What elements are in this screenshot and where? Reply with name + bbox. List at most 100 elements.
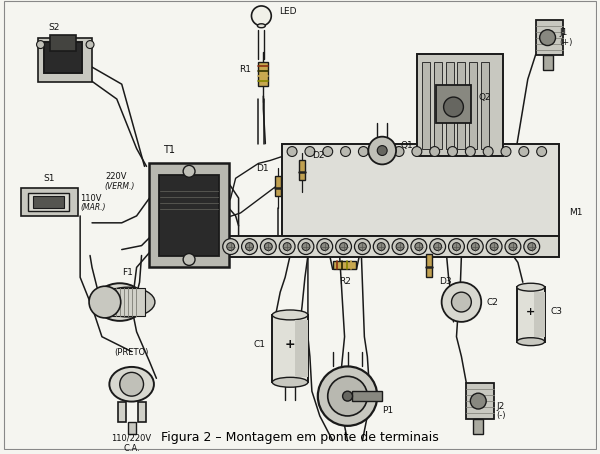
Circle shape: [430, 147, 440, 157]
Bar: [469, 62, 477, 148]
Circle shape: [415, 242, 423, 251]
Circle shape: [396, 242, 404, 251]
Circle shape: [467, 239, 483, 255]
Text: C2: C2: [486, 297, 498, 306]
Text: +: +: [526, 307, 535, 317]
Circle shape: [539, 30, 556, 45]
Bar: [457, 62, 466, 148]
Bar: [446, 62, 454, 148]
Bar: [259, 62, 268, 86]
Circle shape: [412, 147, 422, 157]
Circle shape: [470, 393, 486, 409]
Text: Q1: Q1: [400, 141, 413, 150]
Circle shape: [89, 286, 121, 318]
Circle shape: [355, 239, 370, 255]
Circle shape: [430, 239, 446, 255]
Ellipse shape: [272, 377, 308, 387]
Text: S2: S2: [49, 23, 60, 32]
Circle shape: [279, 239, 295, 255]
Circle shape: [86, 40, 94, 49]
Circle shape: [298, 239, 314, 255]
Text: R2: R2: [338, 277, 350, 286]
Bar: [473, 419, 483, 434]
Bar: [542, 55, 553, 70]
Bar: [422, 62, 430, 148]
Text: (+): (+): [559, 38, 573, 47]
Circle shape: [524, 239, 539, 255]
Bar: [282, 143, 559, 236]
Bar: [534, 292, 545, 337]
Bar: [295, 320, 308, 377]
Text: LED: LED: [279, 7, 297, 16]
Circle shape: [443, 97, 463, 117]
Text: P1: P1: [382, 406, 394, 415]
Ellipse shape: [517, 283, 545, 291]
Text: T1: T1: [163, 145, 175, 155]
Ellipse shape: [100, 287, 155, 317]
Ellipse shape: [95, 283, 145, 321]
Bar: [28, 193, 69, 211]
Bar: [332, 262, 356, 269]
Circle shape: [411, 239, 427, 255]
Circle shape: [242, 239, 257, 255]
Circle shape: [434, 242, 442, 251]
Circle shape: [377, 242, 385, 251]
Circle shape: [120, 372, 143, 396]
Circle shape: [341, 147, 350, 157]
Circle shape: [472, 242, 479, 251]
Circle shape: [452, 292, 472, 312]
Ellipse shape: [517, 338, 545, 345]
Circle shape: [321, 242, 329, 251]
Bar: [272, 315, 308, 382]
Bar: [50, 35, 76, 50]
Circle shape: [260, 239, 276, 255]
Text: (VERM.): (VERM.): [105, 182, 135, 191]
Circle shape: [377, 146, 387, 155]
Text: C3: C3: [551, 307, 563, 316]
Circle shape: [392, 239, 408, 255]
Circle shape: [536, 147, 547, 157]
Bar: [299, 160, 305, 180]
Circle shape: [376, 147, 386, 157]
Text: J2: J2: [496, 401, 505, 410]
Bar: [219, 236, 559, 257]
Text: (MAR.): (MAR.): [80, 203, 106, 212]
Ellipse shape: [257, 24, 265, 28]
Circle shape: [448, 147, 457, 157]
Circle shape: [183, 253, 195, 266]
Bar: [137, 402, 146, 422]
Circle shape: [368, 137, 396, 164]
Circle shape: [528, 242, 536, 251]
Circle shape: [183, 165, 195, 177]
Text: (-): (-): [496, 411, 506, 420]
Circle shape: [328, 376, 367, 416]
Bar: [38, 38, 92, 82]
Circle shape: [251, 6, 271, 26]
Circle shape: [505, 239, 521, 255]
Bar: [466, 383, 494, 419]
Circle shape: [340, 242, 347, 251]
Bar: [149, 163, 229, 267]
Circle shape: [317, 239, 332, 255]
Text: S1: S1: [44, 174, 55, 183]
Text: +: +: [285, 338, 295, 351]
Circle shape: [305, 147, 315, 157]
Bar: [32, 196, 64, 208]
Text: R1: R1: [239, 65, 251, 74]
Circle shape: [442, 282, 481, 322]
Text: D2: D2: [312, 151, 325, 160]
Circle shape: [283, 242, 291, 251]
Bar: [426, 253, 432, 277]
Bar: [160, 175, 219, 256]
Circle shape: [490, 242, 498, 251]
Circle shape: [335, 239, 352, 255]
Circle shape: [265, 242, 272, 251]
Text: Figura 2 – Montagem em ponte de terminais: Figura 2 – Montagem em ponte de terminai…: [161, 431, 439, 444]
Text: F1: F1: [122, 268, 133, 277]
Text: C.A.: C.A.: [123, 444, 140, 453]
Circle shape: [509, 242, 517, 251]
Bar: [434, 62, 442, 148]
Text: 110V: 110V: [80, 193, 101, 202]
Circle shape: [302, 242, 310, 251]
Circle shape: [466, 147, 475, 157]
